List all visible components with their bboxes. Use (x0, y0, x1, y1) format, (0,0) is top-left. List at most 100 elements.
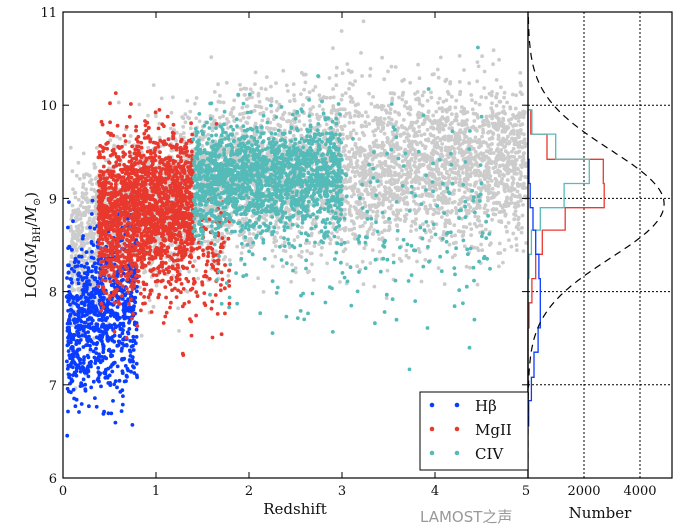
data-point (469, 171, 474, 176)
data-point (288, 226, 293, 230)
data-point (209, 55, 214, 59)
data-point (429, 90, 433, 95)
data-point (365, 230, 370, 234)
data-point (455, 163, 460, 168)
data-point (368, 66, 373, 71)
data-point (423, 138, 428, 142)
data-point (380, 166, 385, 171)
data-point (453, 180, 458, 185)
data-point (442, 230, 446, 234)
data-point (287, 111, 292, 116)
data-point (229, 222, 234, 227)
data-point (382, 131, 387, 136)
data-point (395, 141, 399, 146)
data-point (431, 113, 436, 118)
data-point (94, 211, 99, 216)
data-point (226, 273, 231, 278)
data-point (401, 154, 405, 158)
data-point (269, 84, 273, 89)
data-point (73, 190, 78, 195)
data-point (462, 244, 467, 249)
data-point (372, 284, 377, 289)
data-point (353, 79, 357, 83)
data-point (443, 159, 448, 164)
data-point (169, 110, 174, 115)
data-point (458, 165, 463, 170)
data-point (416, 186, 420, 191)
data-point (523, 175, 527, 179)
data-point (84, 209, 89, 213)
data-point (420, 192, 425, 197)
data-point (487, 183, 492, 188)
data-point (491, 212, 496, 217)
data-point (347, 207, 352, 212)
data-point (334, 65, 339, 70)
data-point (444, 98, 449, 103)
data-point (484, 117, 489, 122)
data-point (431, 134, 436, 138)
data-point (224, 80, 229, 85)
data-point (238, 112, 242, 117)
data-point (78, 203, 83, 208)
data-point (514, 205, 518, 210)
data-point (520, 213, 525, 218)
data-point (364, 110, 368, 115)
data-point (408, 80, 413, 85)
data-point (384, 192, 388, 196)
data-point (409, 158, 414, 163)
data-point (94, 146, 99, 150)
data-point (388, 199, 392, 204)
data-point (302, 87, 306, 92)
data-point (147, 298, 152, 303)
data-point (154, 114, 158, 119)
data-point (150, 260, 155, 265)
data-point (81, 185, 85, 190)
data-point (143, 269, 148, 274)
data-point (363, 220, 367, 225)
data-point (472, 222, 477, 226)
data-point (434, 163, 439, 168)
data-point (295, 235, 300, 239)
data-point (450, 176, 455, 181)
data-point (389, 203, 394, 208)
data-point (76, 197, 81, 202)
data-point (151, 83, 156, 87)
data-point (468, 222, 472, 226)
data-point (500, 205, 505, 210)
data-point (454, 176, 459, 181)
data-point (225, 231, 230, 235)
data-point (239, 251, 244, 256)
data-point (473, 135, 478, 140)
data-point (78, 216, 83, 221)
data-point (486, 130, 490, 135)
data-point (202, 239, 207, 244)
data-point (511, 177, 516, 182)
data-point (456, 171, 461, 176)
data-point (345, 134, 349, 139)
data-point (505, 124, 509, 129)
data-point (507, 118, 511, 123)
data-point (509, 201, 514, 205)
data-point (475, 246, 480, 251)
data-point (490, 142, 494, 146)
data-point (168, 126, 173, 131)
data-point (385, 196, 390, 201)
data-point (518, 140, 523, 144)
data-point (514, 243, 519, 248)
data-point (392, 145, 397, 150)
data-point (273, 126, 277, 131)
data-point (328, 95, 333, 100)
data-point (516, 200, 520, 205)
data-point (454, 118, 459, 123)
data-point (489, 196, 494, 200)
data-point (502, 90, 507, 95)
data-point (428, 203, 433, 208)
data-point (468, 205, 473, 210)
data-point (292, 93, 296, 97)
data-point (321, 129, 326, 133)
data-point (446, 180, 451, 185)
data-point (93, 204, 98, 209)
data-point (495, 92, 499, 96)
data-point (353, 103, 358, 108)
data-point (397, 256, 402, 261)
